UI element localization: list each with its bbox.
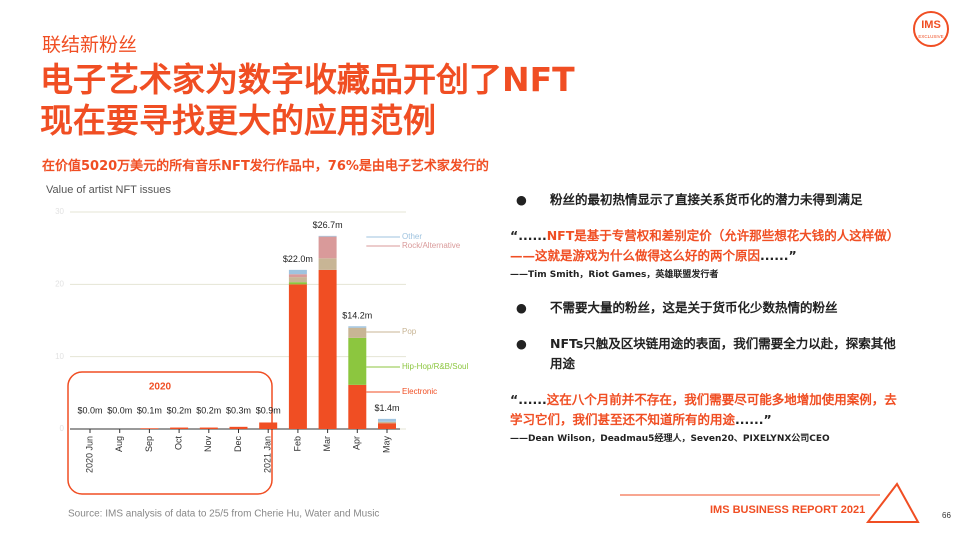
- kicker: 联结新粉丝: [42, 34, 138, 56]
- title-line: 电子艺术家为数字收藏品开创了NFT: [40, 60, 575, 99]
- chart-title: Value of artist NFT issues: [46, 184, 171, 196]
- x-tick-label: Oct: [173, 436, 183, 451]
- y-tick-label: 30: [55, 207, 64, 216]
- bar-segment: [318, 269, 337, 429]
- bar-segment: [348, 326, 367, 328]
- x-tick-label: 2020 Jun: [84, 436, 94, 473]
- logo-tag: EXCLUSIVE: [918, 34, 943, 39]
- bar-segment: [259, 422, 278, 429]
- quote-text: “......NFT是基于专营权和差别定价（允许那些想花大钱的人这样做）——这就…: [510, 226, 905, 266]
- bullet-point: 粉丝的最初热情显示了直接关系货币化的潜力未得到满足: [510, 190, 905, 210]
- title-line: 现在要寻找更大的应用范例: [40, 101, 436, 140]
- total-label: $0.2m: [167, 405, 192, 415]
- bar-segment: [229, 426, 248, 429]
- quote-close: ......”: [735, 412, 772, 427]
- y-tick-label: 10: [55, 352, 64, 361]
- bullet-point: 不需要大量的粉丝，这是关于货币化少数热情的粉丝: [510, 298, 905, 318]
- x-tick-label: Mar: [322, 436, 332, 452]
- bullet-point: NFTs只触及区块链用途的表面，我们需要全力以赴，探索其他用途: [510, 334, 905, 374]
- quote-open: “......: [510, 228, 547, 243]
- x-tick-label: Apr: [352, 436, 362, 450]
- source: Source: IMS analysis of data to 25/5 fro…: [68, 509, 379, 520]
- bar-segment: [348, 327, 367, 338]
- x-tick-label: Feb: [292, 436, 302, 452]
- bar-segment: [170, 427, 189, 429]
- footer-report: IMS BUSINESS REPORT 2021: [710, 504, 865, 516]
- total-label: $0.0m: [77, 405, 102, 415]
- quote-close: ......”: [760, 248, 797, 263]
- total-label: $14.2m: [342, 311, 372, 321]
- total-label: $0.1m: [137, 405, 162, 415]
- x-tick-label: Sep: [144, 436, 154, 452]
- logo-name: IMS: [921, 19, 941, 31]
- bar-segment: [288, 277, 307, 283]
- x-tick-label: Dec: [233, 436, 243, 453]
- quote-body: 这在八个月前并不存在，我们需要尽可能多地增加使用案例，去学习它们，我们甚至还不知…: [510, 392, 897, 427]
- bar-segment: [288, 274, 307, 278]
- legend-label: Pop: [402, 327, 417, 336]
- y-tick-label: 20: [55, 279, 64, 288]
- legend-label: Electronic: [402, 387, 437, 396]
- total-label: $22.0m: [283, 254, 313, 264]
- legend-label: Other: [402, 232, 422, 241]
- total-label: $0.9m: [256, 405, 281, 415]
- bar-segment: [378, 418, 396, 422]
- legend-label: Hip-Hop/R&B/Soul: [402, 362, 468, 371]
- quote: “......NFT是基于专营权和差别定价（允许那些想花大钱的人这样做）——这就…: [510, 226, 905, 282]
- bar-segment: [348, 337, 367, 385]
- logo-ring: [913, 11, 949, 47]
- attribution: ——Dean Wilson，Deadmau5经理人，Seven20、PIXELY…: [510, 434, 830, 444]
- bar-segment: [378, 423, 396, 429]
- total-label: $26.7m: [313, 220, 343, 230]
- total-label: $1.4m: [374, 403, 399, 413]
- bar-segment: [348, 384, 367, 429]
- bar-segment: [378, 421, 396, 424]
- x-tick-label: Aug: [114, 436, 124, 452]
- annotation-box: [67, 371, 273, 495]
- page-number: 66: [942, 511, 951, 520]
- bar-segment: [318, 236, 337, 259]
- quote-body: NFT是基于专营权和差别定价（允许那些想花大钱的人这样做）——这就是游戏为什么做…: [510, 228, 900, 263]
- bar-segment: [140, 428, 159, 429]
- y-tick-label: 0: [60, 424, 65, 433]
- total-label: $0.0m: [107, 405, 132, 415]
- total-label: $0.2m: [196, 405, 221, 415]
- bar-segment: [288, 284, 307, 429]
- subtitle: 在价值5020万美元的所有音乐NFT发行作品中，76%是由电子艺术家发行的: [42, 159, 489, 174]
- x-tick-label: Nov: [203, 436, 213, 453]
- bar-segment: [318, 235, 337, 237]
- quote-open: “......: [510, 392, 547, 407]
- footer-logo: [865, 482, 920, 523]
- annotation: 2020: [149, 382, 172, 393]
- total-label: $0.3m: [226, 405, 251, 415]
- bar-segment: [288, 282, 307, 285]
- quote: “......这在八个月前并不存在，我们需要尽可能多地增加使用案例，去学习它们，…: [510, 390, 905, 446]
- x-tick-label: May: [381, 436, 391, 454]
- quote-text: “......这在八个月前并不存在，我们需要尽可能多地增加使用案例，去学习它们，…: [510, 390, 905, 430]
- legend-label: Rock/Alternative: [402, 241, 461, 250]
- bar-segment: [318, 258, 337, 270]
- points: 粉丝的最初热情显示了直接关系货币化的潜力未得到满足“......NFT是基于专营…: [510, 190, 905, 462]
- bar-segment: [199, 427, 218, 429]
- attribution: ——Tim Smith，Riot Games，英雄联盟发行者: [510, 270, 719, 280]
- bar-segment: [288, 269, 307, 275]
- x-tick-label: 2021 Jan: [263, 436, 273, 473]
